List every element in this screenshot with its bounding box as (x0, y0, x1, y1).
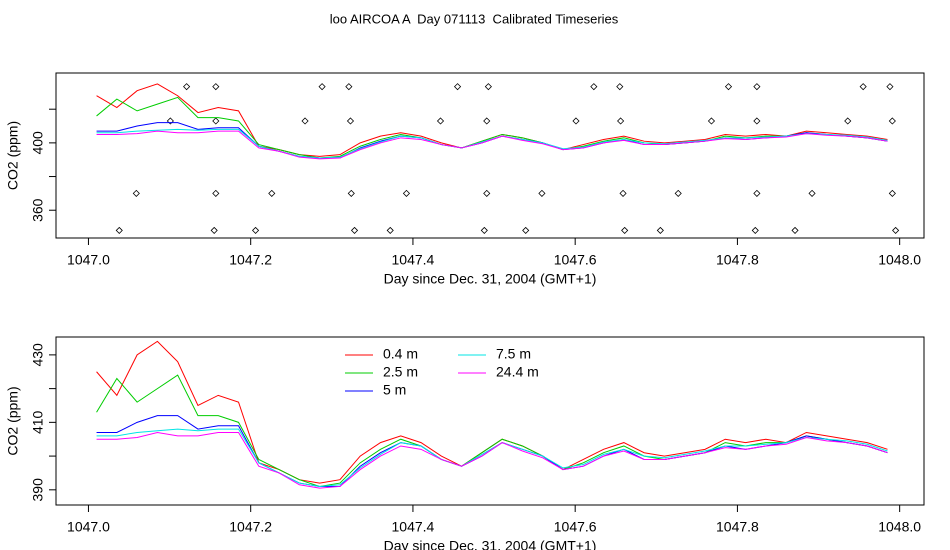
x-tick-label: 1047.6 (554, 519, 597, 535)
marker (859, 83, 867, 91)
marker (345, 83, 353, 91)
legend-label: 2.5 m (383, 364, 418, 380)
marker (808, 189, 816, 197)
marker (402, 189, 411, 197)
marker (590, 83, 598, 91)
legend-label: 0.4 m (383, 346, 418, 362)
y-axis-label: CO2 (ppm) (5, 121, 21, 190)
legend-label: 24.4 m (496, 364, 539, 380)
y-tick-label: 400 (30, 131, 46, 155)
series-line (96, 130, 888, 160)
marker (656, 226, 664, 234)
marker (212, 83, 220, 91)
legend-label: 5 m (383, 382, 406, 398)
series-line (96, 128, 888, 159)
x-axis-label: Day since Dec. 31, 2004 (GMT+1) (384, 271, 597, 287)
marker (724, 83, 733, 91)
x-tick-label: 1047.2 (229, 519, 272, 535)
marker (892, 226, 900, 234)
x-tick-label: 1047.2 (229, 252, 272, 268)
plot-frame (55, 72, 925, 239)
marker (483, 189, 491, 197)
marker (621, 226, 629, 234)
marker (888, 117, 896, 125)
marker (346, 117, 355, 125)
series-line (96, 428, 888, 487)
series-line (96, 415, 888, 487)
marker (318, 83, 326, 91)
marker (115, 226, 123, 234)
marker (251, 226, 260, 234)
marker (212, 117, 220, 125)
marker (844, 117, 852, 125)
legend-label: 7.5 m (496, 346, 531, 362)
y-tick-label: 410 (30, 410, 46, 434)
marker (753, 189, 761, 197)
marker (166, 117, 174, 125)
y-tick-label: 430 (30, 343, 46, 367)
x-tick-label: 1048.0 (878, 252, 921, 268)
marker (538, 189, 546, 197)
marker (791, 226, 799, 234)
marker (436, 117, 445, 125)
marker (347, 189, 355, 197)
marker (886, 83, 894, 91)
marker (483, 117, 491, 125)
marker (707, 117, 716, 125)
marker (132, 189, 140, 197)
marker (183, 83, 191, 91)
marker (753, 117, 761, 125)
series-line (96, 431, 888, 489)
marker (212, 189, 220, 197)
x-tick-label: 1047.8 (716, 519, 759, 535)
x-tick-label: 1047.4 (392, 519, 435, 535)
marker (619, 189, 627, 197)
x-tick-label: 1047.4 (392, 252, 435, 268)
marker (453, 83, 462, 91)
marker (522, 226, 530, 234)
y-tick-label: 360 (30, 198, 46, 222)
plot-frame (55, 336, 925, 506)
series-line (96, 340, 888, 484)
marker (617, 117, 625, 125)
marker (616, 83, 624, 91)
x-tick-label: 1047.8 (716, 252, 759, 268)
y-tick-label: 390 (30, 478, 46, 502)
marker (888, 189, 896, 197)
marker (268, 189, 276, 197)
marker (386, 226, 394, 234)
y-axis-label: CO2 (ppm) (5, 386, 21, 455)
x-tick-label: 1047.0 (67, 519, 110, 535)
marker (674, 189, 682, 197)
x-tick-label: 1047.6 (554, 252, 597, 268)
chart-title: loo AIRCOA A Day 071113 Calibrated Times… (330, 11, 619, 26)
series-line (96, 374, 888, 487)
marker (484, 83, 492, 91)
marker (751, 226, 759, 234)
marker (301, 117, 309, 125)
series-line (96, 122, 888, 159)
x-axis-label: Day since Dec. 31, 2004 (GMT+1) (384, 538, 597, 550)
marker (572, 117, 580, 125)
x-tick-label: 1047.0 (67, 252, 110, 268)
series-line (96, 83, 888, 157)
marker (350, 226, 359, 234)
x-tick-label: 1048.0 (878, 519, 921, 535)
marker (480, 226, 488, 234)
marker (753, 83, 761, 91)
marker (210, 226, 218, 234)
